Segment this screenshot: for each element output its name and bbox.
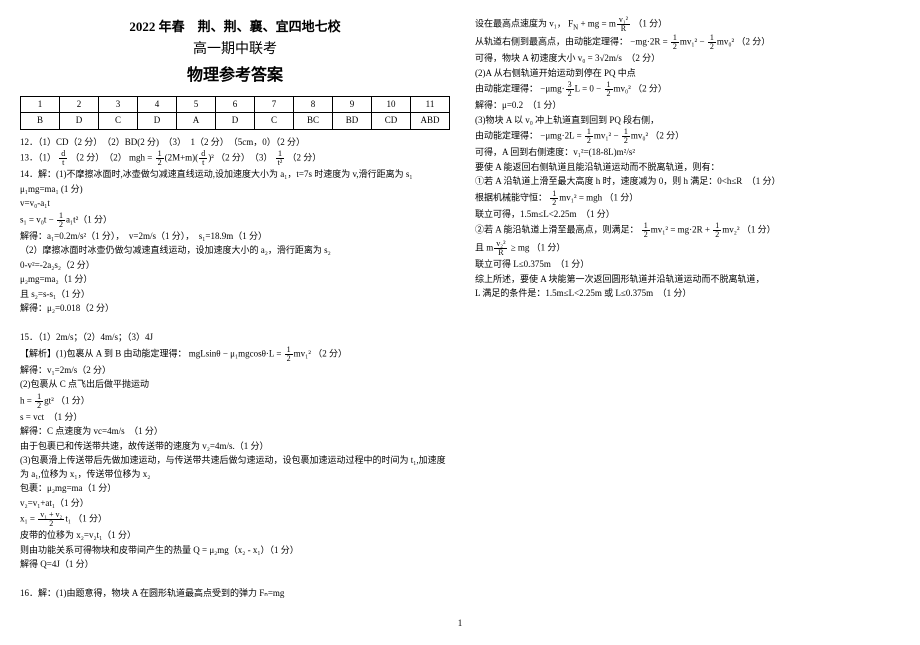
q12: 12．（1）CD（2 分） （2）BD(2 分) （3） 1（2 分） （5cm… <box>20 136 450 150</box>
q14-9: 解得：μ₂=0.018（2 分） <box>20 302 450 316</box>
q15-6: 解得：C 点速度为 vc=4m/s （1 分） <box>20 425 450 439</box>
r13: 联立可得，1.5m≤L<2.25m （1 分） <box>475 208 900 222</box>
q15-12: 则由功能关系可得物块和皮带间产生的热量 Q = μ₂mg（x₂ - x₁）（1 … <box>20 544 450 558</box>
right-column: 设在最高点速度为 v₁， FN + mg = mv₁²R （1 分） 从轨道右侧… <box>475 15 900 602</box>
q13: 13．（1） dt （2 分） （2） mgh = 12(2M+m)(dt)² … <box>20 150 450 167</box>
q15-9: 包裹：μ₂mg=ma（1 分） <box>20 482 450 496</box>
q15-7: 由于包裹已和传送带共速，故传送带的速度为 v₂=4m/s.（1 分） <box>20 440 450 454</box>
frac: dt <box>59 150 67 167</box>
q14-7: μ₂mg=ma₂（1 分） <box>20 273 450 287</box>
q16: 16．解：(1)由题意得，物块 A 在圆形轨道最高点受到的弹力 Fₙ=mg <box>20 587 450 601</box>
q15-2: 【解析】(1)包裹从 A 到 B 由动能定理得： mgLsinθ − μ₁mgc… <box>20 346 450 363</box>
q15-4: (2)包裹从 C 点飞出后做平抛运动 <box>20 378 450 392</box>
r14: ②若 A 能沿轨道上滑至最高点，则满足： 12mv₁² = mg·2R + 12… <box>475 222 900 239</box>
r5: 由动能定理得： −μmg·32L = 0 − 12mv₀² （2 分） <box>475 81 900 98</box>
r10: 要使 A 能返回右侧轨道且能沿轨道运动而不脱离轨道，则有： <box>475 161 900 175</box>
q15-13: 解得 Q=4J（1 分） <box>20 558 450 572</box>
r15: 且 mv₂²R ≥ mg （1 分） <box>475 240 900 257</box>
q14-4: 解得：a₁=0.2m/s²（1 分）， v=2m/s（1 分）， s₁=18.9… <box>20 230 450 244</box>
r17: 综上所述，要使 A 块能第一次返回圆形轨道并沿轨道运动而不脱离轨道， <box>475 273 900 287</box>
r12: 根据机械能守恒： 12mv₁² = mgh （1 分） <box>475 190 900 207</box>
doc-header: 2022 年春 荆、荆、襄、宜四地七校 高一期中联考 物理参考答案 <box>20 17 450 88</box>
r18: L 满足的条件是：1.5m≤L<2.25m 或 L≤0.375m （1 分） <box>475 287 900 301</box>
title-line2: 高一期中联考 <box>20 39 450 60</box>
r2: 从轨道右侧到最高点，由动能定理得： −mg·2R = 12mv₁² − 12mv… <box>475 34 900 51</box>
r6: 解得：μ=0.2 （1 分） <box>475 99 900 113</box>
title-line3: 物理参考答案 <box>20 64 450 88</box>
left-column: 2022 年春 荆、荆、襄、宜四地七校 高一期中联考 物理参考答案 1 2 3 … <box>20 15 450 602</box>
q15-3: 解得：v₁=2m/s（2 分） <box>20 364 450 378</box>
q14-6: 0-v²=-2a₂s₂（2 分） <box>20 259 450 273</box>
q15-1: 15．（1）2m/s；（2）4m/s；（3）4J <box>20 331 450 345</box>
q14-2: μ₁mg=ma₁ (1 分) <box>20 183 450 197</box>
q14-1: 14．解：(1)不摩擦冰面时,冰壶做匀减速直线运动,设加速度大小为 a₁，t=7… <box>20 168 450 182</box>
q15-11: 皮带的位移为 x₂=v₂t₁（1 分） <box>20 529 450 543</box>
q14-5: （2）摩擦冰面时冰壶仍做匀减速直线运动，设加速度大小的 a₂，滑行距离为 s₂ <box>20 244 450 258</box>
q14-s1: s₁ = v₀t − 12a₁t²（1 分） <box>20 212 450 229</box>
r1: 设在最高点速度为 v₁， FN + mg = mv₁²R （1 分） <box>475 16 900 33</box>
q14-8: 且 s₂=s-s₁（1 分） <box>20 288 450 302</box>
r7: (3)物块 A 以 v₀ 冲上轨道直到回到 PQ 段右侧， <box>475 114 900 128</box>
table-row: 1 2 3 4 5 6 7 8 9 10 11 <box>21 96 450 113</box>
title-line1: 2022 年春 荆、荆、襄、宜四地七校 <box>20 17 450 37</box>
table-row: B D C D A D C BC BD CD ABD <box>21 113 450 130</box>
q15-10: v₂=v₁+at₁（1 分） <box>20 497 450 511</box>
answer-table: 1 2 3 4 5 6 7 8 9 10 11 B D C D A D C BC <box>20 96 450 130</box>
page-number: 1 <box>20 617 900 631</box>
q15-8: (3)包裹滑上传送带后先做加速运动，与传送带共速后做匀速运动，设包裹加速运动过程… <box>20 454 450 481</box>
q15-h: h = 12gt² （1 分） <box>20 393 450 410</box>
r3: 可得，物块 A 初速度大小 v₀ = 3√2m/s （2 分） <box>475 52 900 66</box>
r8: 由动能定理得： −μmg·2L = 12mv₁² − 12mv₀² （2 分） <box>475 128 900 145</box>
r16: 联立可得 L≤0.375m （1 分） <box>475 258 900 272</box>
q14-3: v=v₀-a₁t <box>20 197 450 211</box>
r9: 可得，A 回到右侧速度：v₁²=(18-8L)m²/s² <box>475 146 900 160</box>
q15-x1: x₁ = v₁ + v₂2t₁ （1 分） <box>20 511 450 528</box>
r4: (2)A 从右侧轨道开始运动到停在 PQ 中点 <box>475 67 900 81</box>
r11: ①若 A 沿轨道上滑至最大高度 h 时，速度减为 0，则 h 满足：0<h≤R … <box>475 175 900 189</box>
q15-5: s = vct （1 分） <box>20 411 450 425</box>
